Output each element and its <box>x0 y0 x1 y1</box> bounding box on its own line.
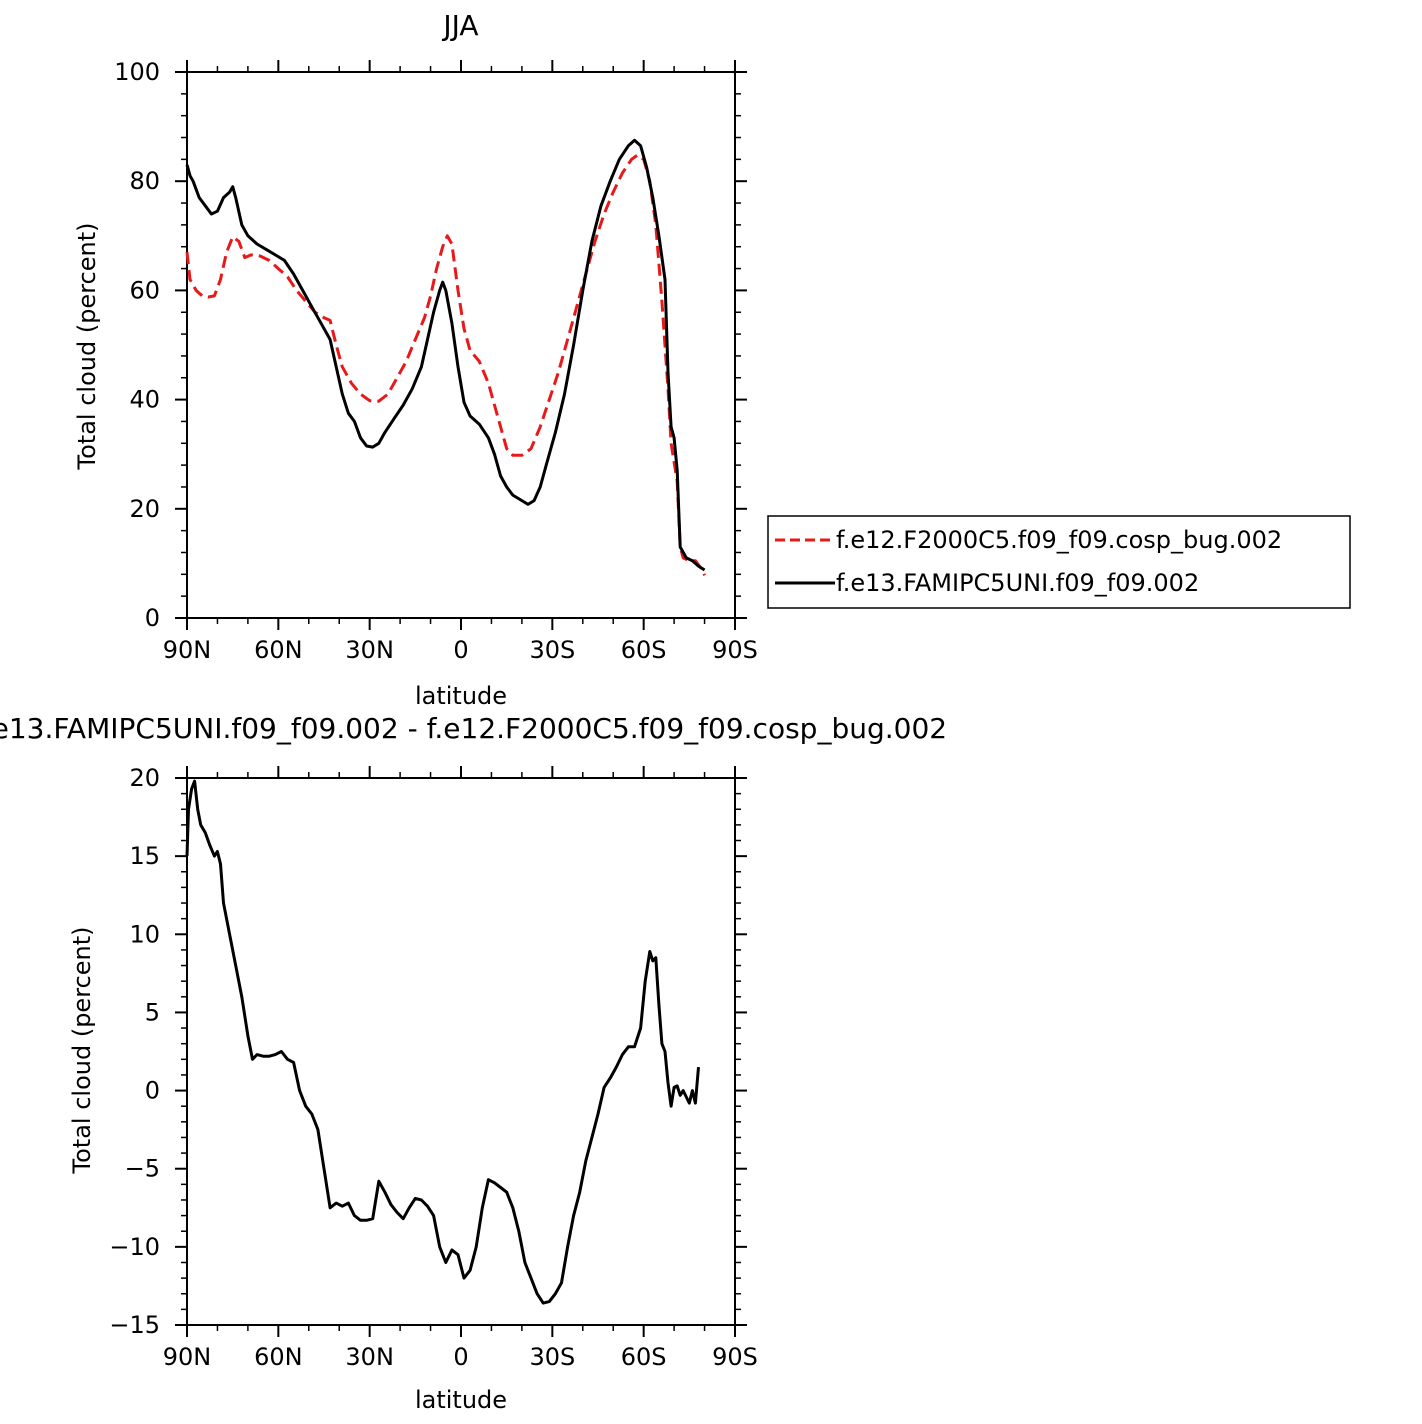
x-tick-label: 60N <box>254 636 303 664</box>
series-line-0 <box>185 153 706 577</box>
x-tick-label: 0 <box>453 1343 468 1371</box>
x-tick-label: 90S <box>712 1343 758 1371</box>
top-axes: 90N 60N 30N 0 30S 60S 90S 0 20 40 60 80 100 <box>114 58 758 664</box>
y-tick-label: 80 <box>129 167 160 195</box>
y-tick-label: 0 <box>145 604 160 632</box>
y-tick-label: 5 <box>145 998 160 1026</box>
x-tick-label: 0 <box>453 636 468 664</box>
x-tick-label: 30N <box>345 636 394 664</box>
x-tick-label: 60S <box>621 636 667 664</box>
x-tick-label: 30S <box>529 1343 575 1371</box>
bottom-panel: f.e13.FAMIPC5UNI.f09_f09.002 - f.e12.F20… <box>0 712 947 1414</box>
top-panel: JJA Total cloud (percent) latitude 90N 60… <box>73 9 758 710</box>
y-tick-label: −5 <box>125 1155 160 1183</box>
plot-frame <box>186 71 736 619</box>
top-series-lines <box>185 138 706 577</box>
y-tick-label: 15 <box>129 842 160 870</box>
y-tick-label: 20 <box>129 764 160 792</box>
bottom-axes: 90N 60N 30N 0 30S 60S 90S −15 −10 −5 0 5 10 15 20 <box>109 764 758 1371</box>
y-tick-label: 100 <box>114 58 160 86</box>
bottom-series-lines <box>185 779 700 1305</box>
legend-box <box>767 515 1351 609</box>
x-tick-label: 90S <box>712 636 758 664</box>
y-tick-label: 40 <box>129 386 160 414</box>
x-tick-label: 60N <box>254 1343 303 1371</box>
legend: f.e12.F2000C5.f09_f09.cosp_bug.002 f.e13… <box>767 515 1351 609</box>
plot-frame <box>186 777 736 1326</box>
series-line-1 <box>185 138 706 572</box>
y-tick-label: 0 <box>145 1077 160 1105</box>
legend-entry-0: f.e12.F2000C5.f09_f09.cosp_bug.002 <box>836 526 1282 554</box>
top-y-axis-label: Total cloud (percent) <box>73 223 101 471</box>
bottom-x-axis-label: latitude <box>415 1386 507 1414</box>
x-tick-label: 30S <box>529 636 575 664</box>
top-chart-title: JJA <box>441 9 478 42</box>
bottom-chart-title: f.e13.FAMIPC5UNI.f09_f09.002 - f.e12.F20… <box>0 712 947 745</box>
y-tick-label: 10 <box>129 920 160 948</box>
x-tick-label: 90N <box>163 636 212 664</box>
x-tick-label: 30N <box>345 1343 394 1371</box>
x-tick-label: 60S <box>621 1343 667 1371</box>
y-tick-label: 20 <box>129 495 160 523</box>
legend-entry-1: f.e13.FAMIPC5UNI.f09_f09.002 <box>836 569 1199 597</box>
top-x-axis-label: latitude <box>415 682 507 710</box>
y-tick-label: 60 <box>129 276 160 304</box>
series-line-0 <box>185 779 700 1305</box>
x-tick-label: 90N <box>163 1343 212 1371</box>
y-tick-label: −15 <box>109 1311 160 1339</box>
bottom-y-axis-label: Total cloud (percent) <box>68 927 96 1175</box>
y-tick-label: −10 <box>109 1233 160 1261</box>
